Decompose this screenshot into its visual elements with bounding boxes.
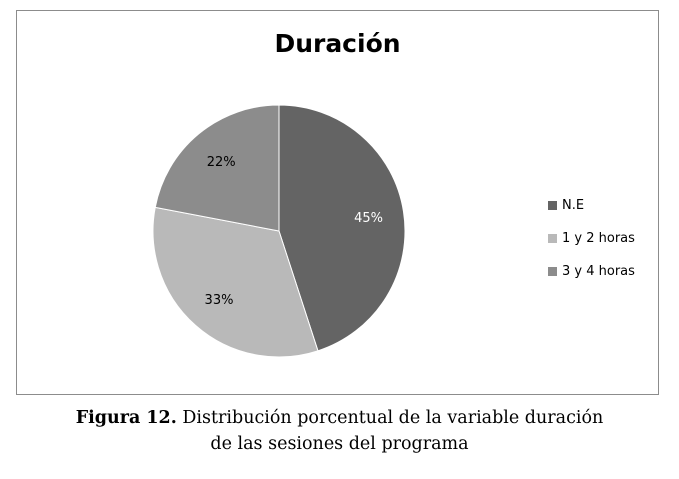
chart-title: Duración — [274, 29, 401, 58]
caption-line-2: de las sesiones del programa — [210, 434, 469, 454]
legend-swatch-1 — [548, 201, 557, 210]
data-label-2: 33% — [205, 293, 234, 308]
legend-swatch-2 — [548, 234, 557, 243]
figure-caption: Figura 12. Distribución porcentual de la… — [0, 405, 679, 457]
chart-legend: N.E 1 y 2 horas 3 y 4 horas — [548, 189, 635, 288]
chart-frame: Duración 45% 33% 22% N.E 1 y 2 horas 3 y 4 h… — [16, 10, 659, 395]
pie-slice-1 — [278, 104, 406, 352]
pie-chart: 45% 33% 22% — [152, 104, 406, 358]
data-label-1: 45% — [354, 211, 383, 226]
legend-item-3: 3 y 4 horas — [548, 255, 635, 288]
legend-item-1: N.E — [548, 189, 635, 222]
legend-label-1: N.E — [562, 198, 585, 213]
legend-label-2: 1 y 2 horas — [562, 231, 635, 246]
legend-label-3: 3 y 4 horas — [562, 264, 635, 279]
pie-slice-2 — [152, 206, 319, 358]
data-label-3: 22% — [207, 155, 236, 170]
figure-label: Figura 12. — [75, 408, 177, 428]
legend-item-2: 1 y 2 horas — [548, 222, 635, 255]
caption-line-1: Distribución porcentual de la variable d… — [176, 408, 604, 428]
legend-swatch-3 — [548, 267, 557, 276]
pie-slice-3 — [154, 104, 280, 232]
